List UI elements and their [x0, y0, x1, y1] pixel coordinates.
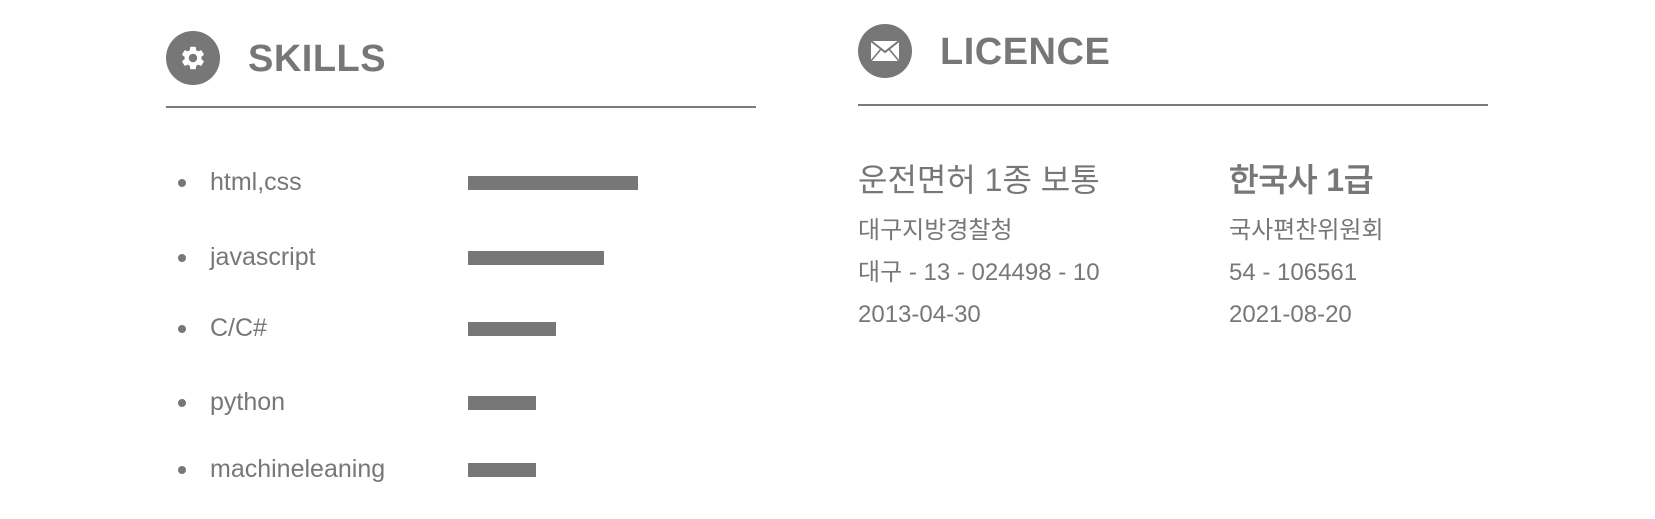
licence-date: 2013-04-30 — [858, 301, 981, 328]
licence-name: 한국사 1급 — [1229, 162, 1374, 198]
skill-item: C/C# — [166, 313, 756, 343]
skills-title: SKILLS — [248, 38, 387, 80]
bullet-icon — [178, 399, 186, 407]
skill-item: python — [166, 387, 756, 417]
licence-issuer: 국사편찬위원회 — [1229, 217, 1384, 244]
skill-name: html,css — [210, 168, 302, 196]
skill-name: machineleaning — [210, 455, 386, 483]
licence-number: 54 - 106561 — [1229, 259, 1358, 286]
skill-item: machineleaning — [166, 454, 756, 484]
skill-level-bar — [468, 396, 536, 410]
licence-date: 2021-08-20 — [1229, 301, 1352, 328]
skill-item: javascript — [166, 242, 756, 272]
skill-level-bar — [468, 251, 604, 265]
licence-name: 운전면허 1종 보통 — [858, 162, 1100, 198]
bullet-icon — [178, 254, 186, 262]
licence-title: LICENCE — [940, 31, 1111, 73]
envelope-icon — [858, 24, 912, 78]
skill-name: python — [210, 388, 286, 416]
bullet-icon — [178, 466, 186, 474]
skill-name: C/C# — [210, 314, 267, 342]
skill-level-bar — [468, 322, 556, 336]
skills-section: SKILLS html,css javascript C/C# python m… — [166, 0, 756, 483]
licence-entry: 한국사 1급 국사편찬위원회 54 - 106561 2021-08-20 — [1229, 160, 1589, 330]
skill-item: html,css — [166, 167, 756, 197]
skill-level-bar — [468, 176, 638, 190]
licence-section: LICENCE 운전면허 1종 보통 대구지방경찰청 대구 - 13 - 024… — [858, 0, 1488, 328]
skills-header: SKILLS — [166, 0, 756, 100]
licence-entry: 운전면허 1종 보통 대구지방경찰청 대구 - 13 - 024498 - 10… — [858, 160, 1218, 330]
licence-divider — [858, 104, 1488, 106]
licence-issuer: 대구지방경찰청 — [858, 217, 1013, 244]
licence-number: 대구 - 13 - 024498 - 10 — [858, 259, 1100, 286]
skills-divider — [166, 106, 756, 108]
skill-level-bar — [468, 463, 536, 477]
bullet-icon — [178, 325, 186, 333]
bullet-icon — [178, 179, 186, 187]
licence-header: LICENCE — [858, 0, 1488, 100]
skill-name: javascript — [210, 243, 316, 271]
gear-icon — [166, 31, 220, 85]
